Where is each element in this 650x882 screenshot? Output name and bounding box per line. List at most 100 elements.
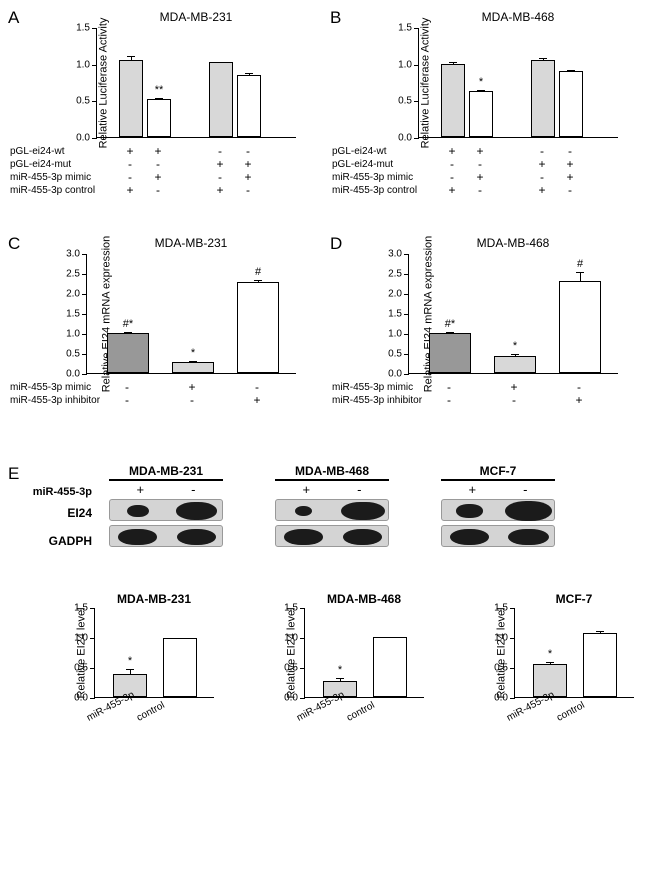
condition-mark: - [443, 380, 455, 394]
condition-mark: - [214, 170, 226, 184]
condition-mark: + [124, 144, 136, 158]
lane-label: + [469, 482, 477, 497]
error-cap [189, 361, 197, 362]
bar [531, 60, 555, 137]
error-cap [539, 58, 547, 59]
y-tick-label: 0.0 [76, 133, 97, 144]
significance-mark: * [128, 655, 132, 667]
bar [209, 62, 233, 137]
y-tick-label: 1.5 [398, 23, 419, 34]
condition-mark: - [564, 144, 576, 158]
error-cap [477, 90, 485, 91]
bar [172, 362, 214, 373]
condition-mark: - [186, 393, 198, 407]
bar-chart: MDA-MB-231Relative EI24 mRNA expression0… [8, 234, 324, 446]
y-tick-label: 1.5 [66, 309, 87, 320]
error-cap [596, 631, 604, 632]
significance-mark: # [577, 258, 583, 270]
condition-row-name: pGL-ei24-wt [10, 146, 64, 157]
significance-mark: * [338, 664, 342, 676]
condition-mark: - [446, 157, 458, 171]
y-tick-label: 1.0 [284, 633, 305, 644]
chart-title: MDA-MB-231 [86, 236, 296, 250]
bar [559, 71, 583, 137]
chart-title: MDA-MB-231 [96, 10, 296, 24]
condition-row-name: miR-455-3p control [10, 185, 95, 196]
chart-title: MDA-MB-468 [418, 10, 618, 24]
band-shape [508, 529, 549, 545]
panel-d: D MDA-MB-468Relative EI24 mRNA expressio… [330, 234, 646, 446]
error-cap [217, 62, 225, 63]
y-axis-label: Relative EI24 level [76, 607, 88, 698]
panel-e: E miR-455-3pEI24GADPHMDA-MB-231+-MDA-MB-… [8, 464, 642, 740]
y-tick-label: 1.0 [398, 59, 419, 70]
band-shape [341, 502, 385, 521]
blot-cellline: MDA-MB-231 [98, 464, 234, 478]
row-label-gapdh: GADPH [49, 534, 92, 548]
bar [429, 333, 471, 373]
band-shape [118, 529, 157, 544]
blot-cellline: MDA-MB-468 [264, 464, 400, 478]
band-shape [505, 501, 552, 521]
condition-row-name: miR-455-3p mimic [332, 172, 413, 183]
significance-mark: * [513, 340, 517, 352]
bar [147, 99, 171, 137]
lane-label: - [191, 482, 195, 497]
condition-row-name: pGL-ei24-mut [332, 159, 393, 170]
condition-mark: - [536, 170, 548, 184]
condition-mark: + [186, 380, 198, 394]
error-cap [446, 332, 454, 333]
condition-mark: - [121, 393, 133, 407]
blot-row-labels: miR-455-3pEI24GADPH [26, 464, 98, 564]
condition-mark: - [443, 393, 455, 407]
condition-mark: + [564, 170, 576, 184]
error-cap [511, 354, 519, 355]
error-cap [155, 98, 163, 99]
blot-band-ei24 [441, 499, 555, 521]
condition-row-name: miR-455-3p mimic [332, 382, 413, 393]
blot-band-ei24 [109, 499, 223, 521]
condition-mark: - [152, 183, 164, 197]
bar-chart: MDA-MB-231Relative EI24 level0.00.51.01.… [46, 590, 226, 740]
y-tick-label: 1.5 [74, 603, 95, 614]
bar-chart: MDA-MB-468Relative Luciferase Activity0.… [330, 8, 646, 220]
band-shape [343, 529, 383, 545]
bar [163, 638, 197, 697]
band-shape [284, 529, 323, 544]
bar [373, 637, 407, 697]
condition-row-name: pGL-ei24-mut [10, 159, 71, 170]
blot-band-ei24 [275, 499, 389, 521]
condition-mark: + [446, 183, 458, 197]
condition-row-name: miR-455-3p inhibitor [332, 395, 422, 406]
y-tick-label: 0.0 [74, 693, 95, 704]
error-cap [127, 56, 135, 57]
x-category-label: control [555, 700, 587, 724]
blot-lane-labels: +- [430, 482, 566, 497]
condition-mark: - [251, 380, 263, 394]
panel-c: C MDA-MB-231Relative EI24 mRNA expressio… [8, 234, 324, 446]
blot-cellline: MCF-7 [430, 464, 566, 478]
y-tick-label: 1.0 [74, 633, 95, 644]
bar-chart: MDA-MB-468Relative EI24 mRNA expression0… [330, 234, 646, 446]
band-shape [450, 529, 490, 545]
condition-mark: + [474, 170, 486, 184]
condition-mark: - [214, 144, 226, 158]
condition-mark: - [474, 183, 486, 197]
condition-mark: - [242, 144, 254, 158]
error-cap [576, 272, 584, 273]
y-tick-label: 0.5 [398, 96, 419, 107]
band-shape [127, 505, 149, 517]
bar [237, 282, 279, 373]
condition-mark: + [251, 393, 263, 407]
panel-a: A MDA-MB-231Relative Luciferase Activity… [8, 8, 324, 220]
y-tick-label: 1.5 [494, 603, 515, 614]
y-tick-label: 2.5 [66, 269, 87, 280]
blot-lane-labels: +- [264, 482, 400, 497]
condition-mark: + [446, 144, 458, 158]
condition-mark: - [152, 157, 164, 171]
y-tick-label: 1.0 [76, 59, 97, 70]
condition-mark: - [564, 183, 576, 197]
y-tick-label: 2.0 [66, 289, 87, 300]
bar-chart: MDA-MB-231Relative Luciferase Activity0.… [8, 8, 324, 220]
chart-title: MCF-7 [514, 592, 634, 606]
